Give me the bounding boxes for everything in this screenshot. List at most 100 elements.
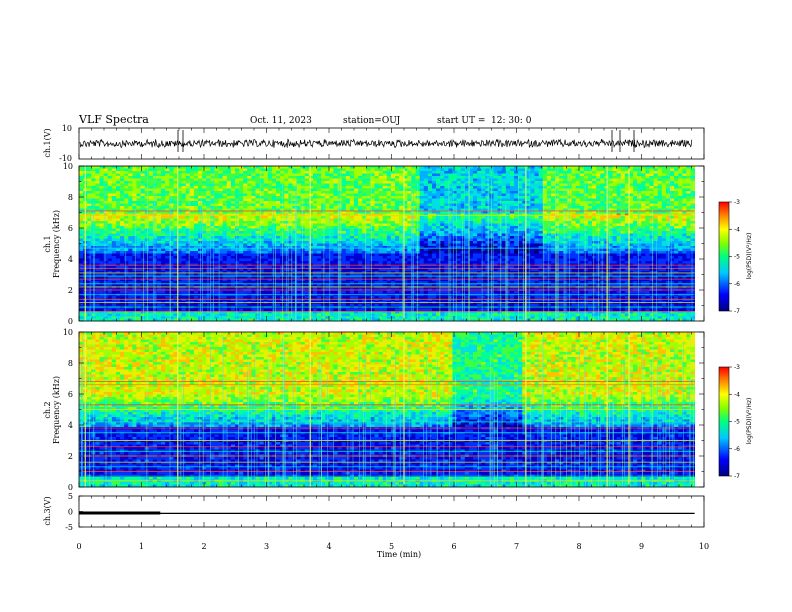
spectrogram-cell: [136, 226, 141, 229]
spectrogram-cell: [161, 246, 166, 249]
spectrogram-cell: [132, 233, 137, 237]
spectrogram-cell: [514, 176, 519, 179]
spectrogram-cell: [686, 198, 691, 202]
spectrogram-cell: [263, 201, 269, 204]
spectrogram-cell: [333, 186, 338, 189]
spectrogram-cell: [538, 226, 544, 229]
spectrogram-cell: [349, 168, 355, 172]
spectrogram-cell: [534, 243, 540, 247]
spectrogram-cell: [144, 196, 150, 199]
spectrogram-cell: [341, 178, 347, 182]
spectrogram-cell: [91, 183, 96, 187]
spectrogram-cell: [419, 193, 425, 197]
spectrogram-cell: [637, 208, 642, 212]
spectrogram-cell: [431, 166, 437, 169]
spectrogram-cell: [267, 196, 273, 199]
spectrogram-cell: [678, 178, 683, 182]
spectrogram-cell: [493, 221, 499, 224]
spectrogram-cell: [181, 181, 187, 184]
spectrogram-cell: [189, 191, 195, 194]
spectrogram-cell: [161, 186, 166, 189]
spectrogram-cell: [678, 231, 683, 234]
spectrogram-cell: [628, 171, 634, 174]
spectrogram-cell: [583, 193, 589, 197]
spectrogram-cell: [349, 238, 355, 242]
spectrogram-cell: [686, 188, 691, 192]
spectrogram-cell: [608, 176, 613, 179]
spectrogram-cell: [177, 208, 182, 212]
spectrogram-cell: [91, 193, 96, 197]
spectrogram-cell: [267, 206, 273, 209]
spectrogram-cell: [546, 203, 552, 207]
spectrogram-cell: [682, 208, 687, 212]
spectrogram-cell: [169, 198, 174, 202]
spectrogram-cell: [210, 173, 215, 177]
spectrogram-cell: [505, 226, 511, 229]
spectrogram-cell: [440, 221, 445, 224]
spectrogram-cell: [505, 203, 511, 207]
spectrogram-cell: [460, 203, 466, 207]
spectrogram-cell: [304, 186, 310, 189]
spectrogram-cell: [276, 211, 281, 214]
spectrogram-cell: [218, 226, 224, 229]
spectrogram-cell: [440, 191, 445, 194]
spectrogram-cell: [251, 171, 256, 174]
spectrogram-cell: [546, 191, 552, 194]
spectrogram-cell: [358, 181, 363, 184]
spectrogram-cell: [534, 183, 540, 187]
spectrogram-cell: [267, 188, 273, 192]
spectrogram-cell: [534, 186, 540, 189]
spectrogram-cell: [255, 183, 260, 187]
spectrogram-cell: [526, 208, 531, 212]
spectrogram-cell: [628, 166, 634, 169]
spectrogram-cell: [181, 236, 187, 239]
spectrogram-cell: [411, 191, 416, 194]
spectrogram-cell: [427, 181, 433, 184]
spectrogram-cell: [292, 186, 297, 189]
spectrogram-cell: [259, 198, 265, 202]
spectrogram-cell: [637, 238, 642, 242]
spectrogram-cell: [99, 246, 105, 249]
spectrogram-cell: [202, 198, 207, 202]
spectrogram-cell: [485, 183, 490, 187]
spectrogram-cell: [251, 173, 256, 177]
spectrogram-cell: [198, 231, 203, 234]
spectrogram-cell: [641, 226, 646, 229]
spectrogram-cell: [362, 188, 367, 192]
spectrogram-cell: [103, 233, 109, 237]
spectrogram-cell: [522, 166, 527, 169]
spectrogram-cell: [641, 233, 646, 237]
spectrogram-cell: [395, 171, 400, 174]
spectrogram-cell: [608, 191, 613, 194]
spectrogram-cell: [637, 176, 642, 179]
spectrogram-cell: [308, 181, 314, 184]
spectrogram-cell: [485, 218, 490, 222]
spectrogram-cell: [111, 213, 117, 217]
spectrogram-cell: [542, 181, 548, 184]
spectrogram-cell: [452, 233, 457, 237]
spectrogram-cell: [325, 198, 330, 202]
spectrogram-cell: [87, 203, 92, 207]
spectrogram-cell: [115, 198, 121, 202]
spectrogram-cell: [526, 198, 531, 202]
spectrogram-cell: [559, 238, 564, 242]
spectrogram-cell: [189, 228, 195, 232]
spectrogram-cell: [341, 186, 347, 189]
spectrogram-cell: [407, 243, 412, 247]
spectrogram-cell: [366, 243, 371, 247]
spectrogram-cell: [690, 171, 696, 174]
spectrogram-cell: [358, 193, 363, 197]
spectrogram-cell: [427, 168, 433, 172]
spectrogram-cell: [222, 193, 228, 197]
spectrogram-cell: [230, 166, 236, 169]
spectrogram-cell: [243, 226, 248, 229]
spectrogram-cell: [234, 198, 240, 202]
spectrogram-cell: [538, 238, 544, 242]
spectrogram-cell: [181, 186, 187, 189]
spectrogram-cell: [251, 218, 256, 222]
spectrogram-cell: [587, 193, 593, 197]
spectrogram-cell: [259, 223, 265, 227]
spectrogram-cell: [444, 216, 449, 219]
spectrogram-cell: [592, 208, 597, 212]
spectrogram-cell: [304, 241, 310, 244]
